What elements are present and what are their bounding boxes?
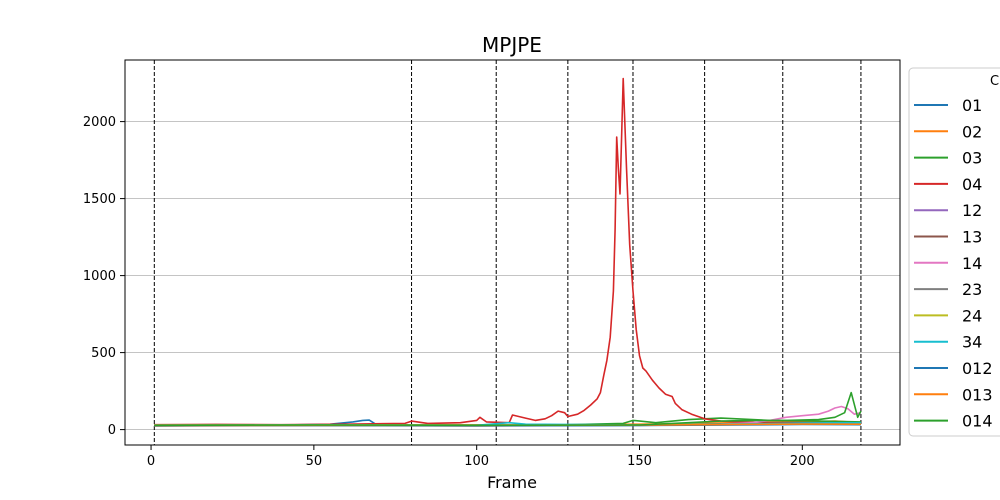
- y-tick-label: 500: [91, 346, 116, 361]
- x-axis-ticks: 0 50 100 150 200: [147, 445, 815, 469]
- plot-area: [125, 60, 900, 445]
- x-tick-label: 50: [306, 454, 323, 469]
- legend-label-24: 24: [962, 306, 982, 325]
- y-tick-label: 1500: [83, 192, 116, 207]
- y-axis-ticks: 0 500 1000 1500 2000: [83, 115, 125, 438]
- legend-items: 01 02 03 04 12 13 14 23 24 34 012 013 014: [914, 96, 993, 431]
- legend-label-01: 01: [962, 96, 982, 115]
- y-tick-label: 2000: [83, 115, 116, 130]
- series-lines: [154, 77, 862, 427]
- legend-label-012: 012: [962, 359, 993, 378]
- vertical-marker-lines: [153, 60, 862, 445]
- x-tick-label: 100: [464, 454, 489, 469]
- legend-label-23: 23: [962, 280, 982, 299]
- legend-box: [908, 67, 1000, 437]
- x-tick-label: 0: [147, 454, 155, 469]
- plot-frame: [124, 59, 901, 446]
- legend: C 01 02 03 04 12 13 14 23 24 34 012 013 014: [908, 67, 1000, 437]
- legend-label-04: 04: [962, 175, 982, 194]
- series-line-04: [154, 77, 861, 426]
- y-tick-label: 1000: [83, 269, 116, 284]
- legend-label-014: 014: [962, 412, 993, 431]
- chart-title: MPJPE: [482, 33, 542, 57]
- y-tick-label: 0: [108, 423, 116, 438]
- legend-label-34: 34: [962, 333, 982, 352]
- legend-title: C: [990, 74, 999, 89]
- legend-label-013: 013: [962, 385, 993, 404]
- legend-label-12: 12: [962, 201, 982, 220]
- x-tick-label: 150: [627, 454, 652, 469]
- series-line-014: [154, 391, 862, 427]
- x-tick-label: 200: [790, 454, 815, 469]
- legend-label-13: 13: [962, 228, 982, 247]
- grid: [125, 121, 900, 431]
- legend-label-14: 14: [962, 254, 982, 273]
- legend-label-02: 02: [962, 122, 982, 141]
- legend-label-03: 03: [962, 149, 982, 168]
- x-axis-label: Frame: [487, 473, 537, 492]
